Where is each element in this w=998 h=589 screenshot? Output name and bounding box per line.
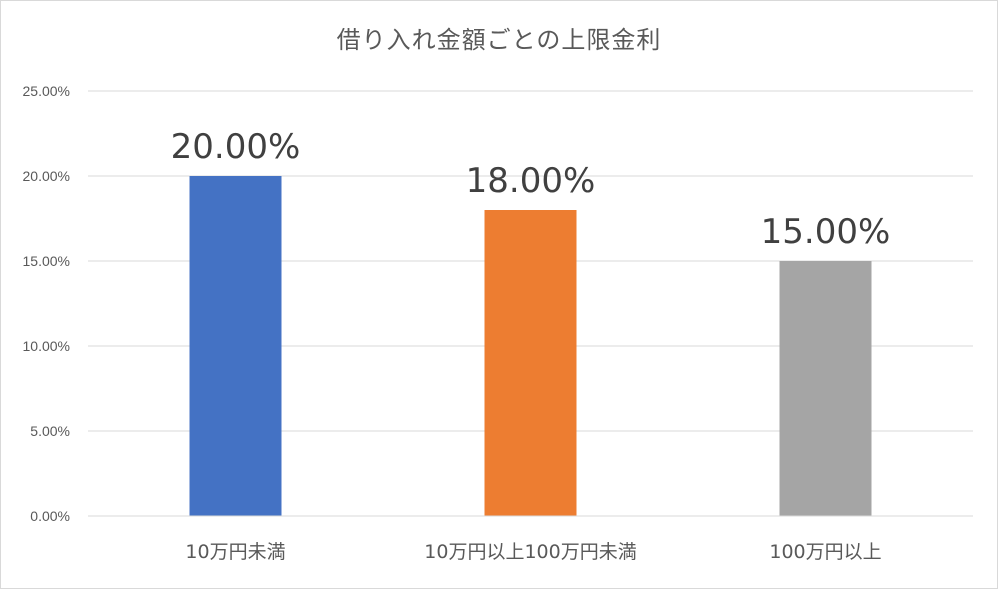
y-axis-tick-labels: 0.00% 5.00% 10.00% 15.00% 20.00% 25.00% <box>23 83 70 524</box>
y-tick-label: 15.00% <box>23 253 70 269</box>
y-tick-label: 25.00% <box>23 83 70 99</box>
x-category-label: 10万円以上100万円未満 <box>424 541 636 563</box>
bars <box>189 176 872 516</box>
bar <box>779 261 872 516</box>
x-category-label: 100万円以上 <box>769 541 881 563</box>
y-tick-label: 20.00% <box>23 168 70 184</box>
y-tick-label: 5.00% <box>30 423 70 439</box>
data-label: 18.00% <box>466 161 596 201</box>
bar <box>484 210 577 516</box>
x-axis-category-labels: 10万円未満 10万円以上100万円未満 100万円以上 <box>185 541 881 563</box>
data-label: 15.00% <box>761 212 891 252</box>
y-tick-label: 10.00% <box>23 338 70 354</box>
chart-title: 借り入れ金額ごとの上限金利 <box>336 26 662 54</box>
data-label: 20.00% <box>171 127 301 167</box>
x-category-label: 10万円未満 <box>185 541 285 563</box>
bar <box>189 176 282 516</box>
data-labels: 20.00% 18.00% 15.00% <box>171 127 891 252</box>
y-tick-label: 0.00% <box>30 508 70 524</box>
